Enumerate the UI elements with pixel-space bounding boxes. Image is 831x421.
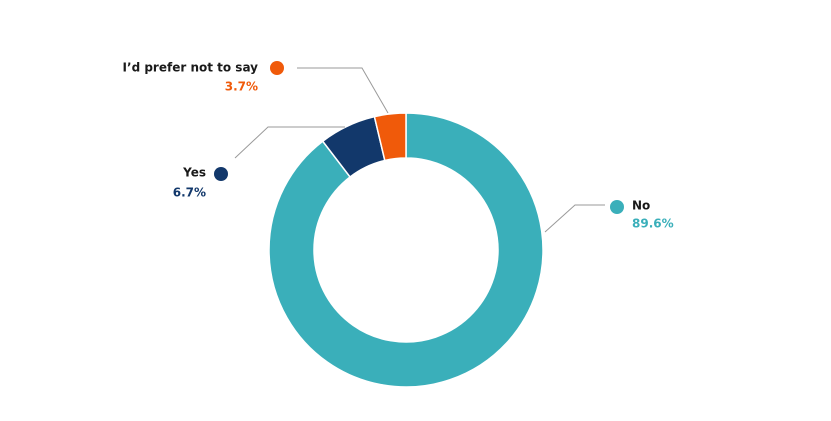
- leader-line: [297, 67, 389, 114]
- slice-label: I’d prefer not to say: [123, 61, 259, 75]
- leader-line: [544, 204, 605, 233]
- legend-dot: [270, 61, 284, 75]
- slice-value-label: 3.7%: [225, 80, 258, 94]
- legend-dot: [214, 167, 228, 181]
- slice-label: No: [632, 199, 650, 213]
- donut-slice: [268, 112, 544, 388]
- leader-line: [234, 126, 345, 159]
- donut-slice: [373, 112, 407, 162]
- slice-label: Yes: [182, 166, 206, 180]
- legend-dot: [610, 200, 624, 214]
- slice-value-label: 89.6%: [632, 217, 674, 231]
- slice-value-label: 6.7%: [173, 186, 206, 200]
